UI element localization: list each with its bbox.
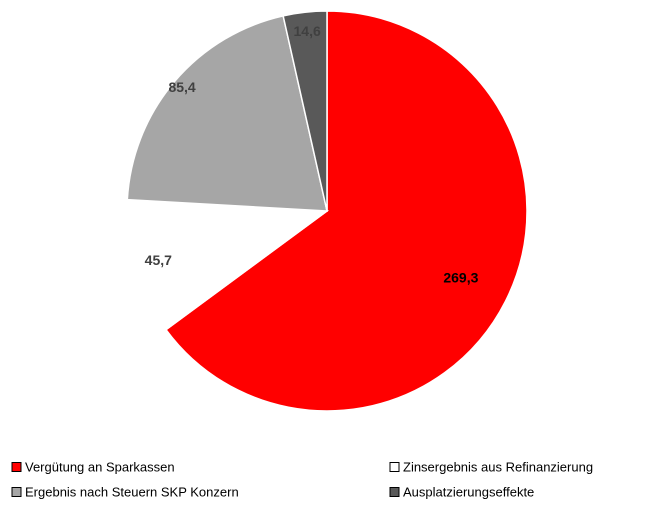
legend-label: Ergebnis nach Steuern SKP Konzern [25, 484, 239, 499]
data-label: 85,4 [168, 79, 195, 95]
legend-swatch [389, 487, 400, 497]
legend-label: Ausplatzierungseffekte [403, 484, 534, 499]
pie-slice [126, 198, 330, 331]
legend-label: Vergütung an Sparkassen [25, 459, 175, 474]
legend-label: Zinsergebnis aus Refinanzierung [403, 459, 593, 474]
legend-swatch [389, 462, 400, 472]
data-label: 269,3 [443, 269, 478, 285]
pie-slice [282, 10, 328, 212]
legend-swatch [11, 462, 22, 472]
data-label: 45,7 [145, 252, 172, 268]
pie-slice [126, 14, 328, 212]
pie-slice [164, 10, 528, 412]
legend-swatch [11, 487, 22, 497]
data-label: 14,6 [294, 23, 321, 39]
